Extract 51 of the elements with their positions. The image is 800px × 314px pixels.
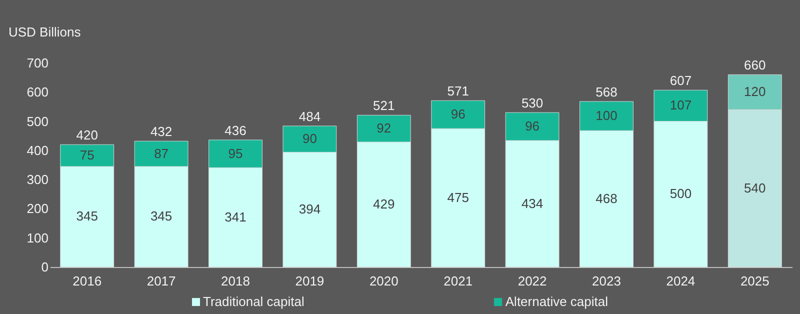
total-label: 607 [670, 73, 692, 88]
data-label: 429 [373, 196, 395, 212]
x-tick-label: 2022 [518, 274, 547, 288]
total-label: 571 [447, 84, 469, 99]
total-label: 432 [150, 124, 172, 140]
data-label: 87 [154, 146, 169, 161]
legend-label: Traditional capital [202, 294, 304, 308]
total-label: 436 [224, 122, 246, 138]
data-label: 341 [224, 209, 246, 224]
data-label: 540 [744, 180, 766, 196]
data-label: 434 [521, 196, 544, 211]
y-tick-label: 600 [26, 84, 48, 100]
data-label: 475 [447, 190, 469, 205]
total-label: 530 [521, 96, 544, 111]
data-label: 394 [298, 202, 321, 217]
data-label: 96 [450, 106, 466, 122]
data-label: 95 [228, 146, 243, 161]
y-tick-label: 300 [26, 172, 48, 188]
data-label: 500 [670, 186, 692, 202]
y-tick-label: 500 [26, 114, 48, 129]
data-label: 345 [150, 208, 172, 224]
total-label: 568 [596, 84, 618, 100]
data-label: 100 [596, 108, 618, 124]
data-label: 90 [302, 131, 317, 146]
data-label: 92 [376, 120, 392, 136]
y-tick-label: 400 [26, 142, 48, 158]
x-tick-label: 2021 [444, 274, 473, 288]
x-tick-label: 2018 [221, 274, 250, 288]
x-tick-label: 2019 [295, 274, 324, 288]
x-tick-label: 2016 [72, 274, 102, 288]
x-tick-label: 2025 [740, 274, 770, 288]
data-label: 468 [596, 190, 618, 206]
x-tick-label: 2024 [666, 274, 696, 288]
total-label: 420 [76, 128, 98, 143]
x-tick-label: 2017 [146, 274, 176, 288]
x-tick-label: 2020 [369, 274, 398, 288]
y-tick-label: 0 [41, 260, 48, 274]
total-label: 484 [298, 108, 321, 124]
data-label: 120 [744, 84, 766, 100]
data-label: 96 [525, 118, 540, 134]
data-label: 107 [670, 98, 692, 113]
y-tick-label: 200 [26, 201, 48, 216]
y-tick-label: 100 [26, 230, 48, 246]
x-tick-label: 2023 [592, 274, 621, 288]
data-label: 345 [76, 208, 98, 224]
legend-label: Alternative capital [504, 294, 608, 308]
total-label: 660 [744, 58, 766, 73]
y-axis-title: USD Billions [8, 24, 82, 40]
data-label: 75 [80, 148, 94, 163]
y-tick-label: 700 [26, 56, 48, 70]
total-label: 521 [373, 98, 395, 114]
